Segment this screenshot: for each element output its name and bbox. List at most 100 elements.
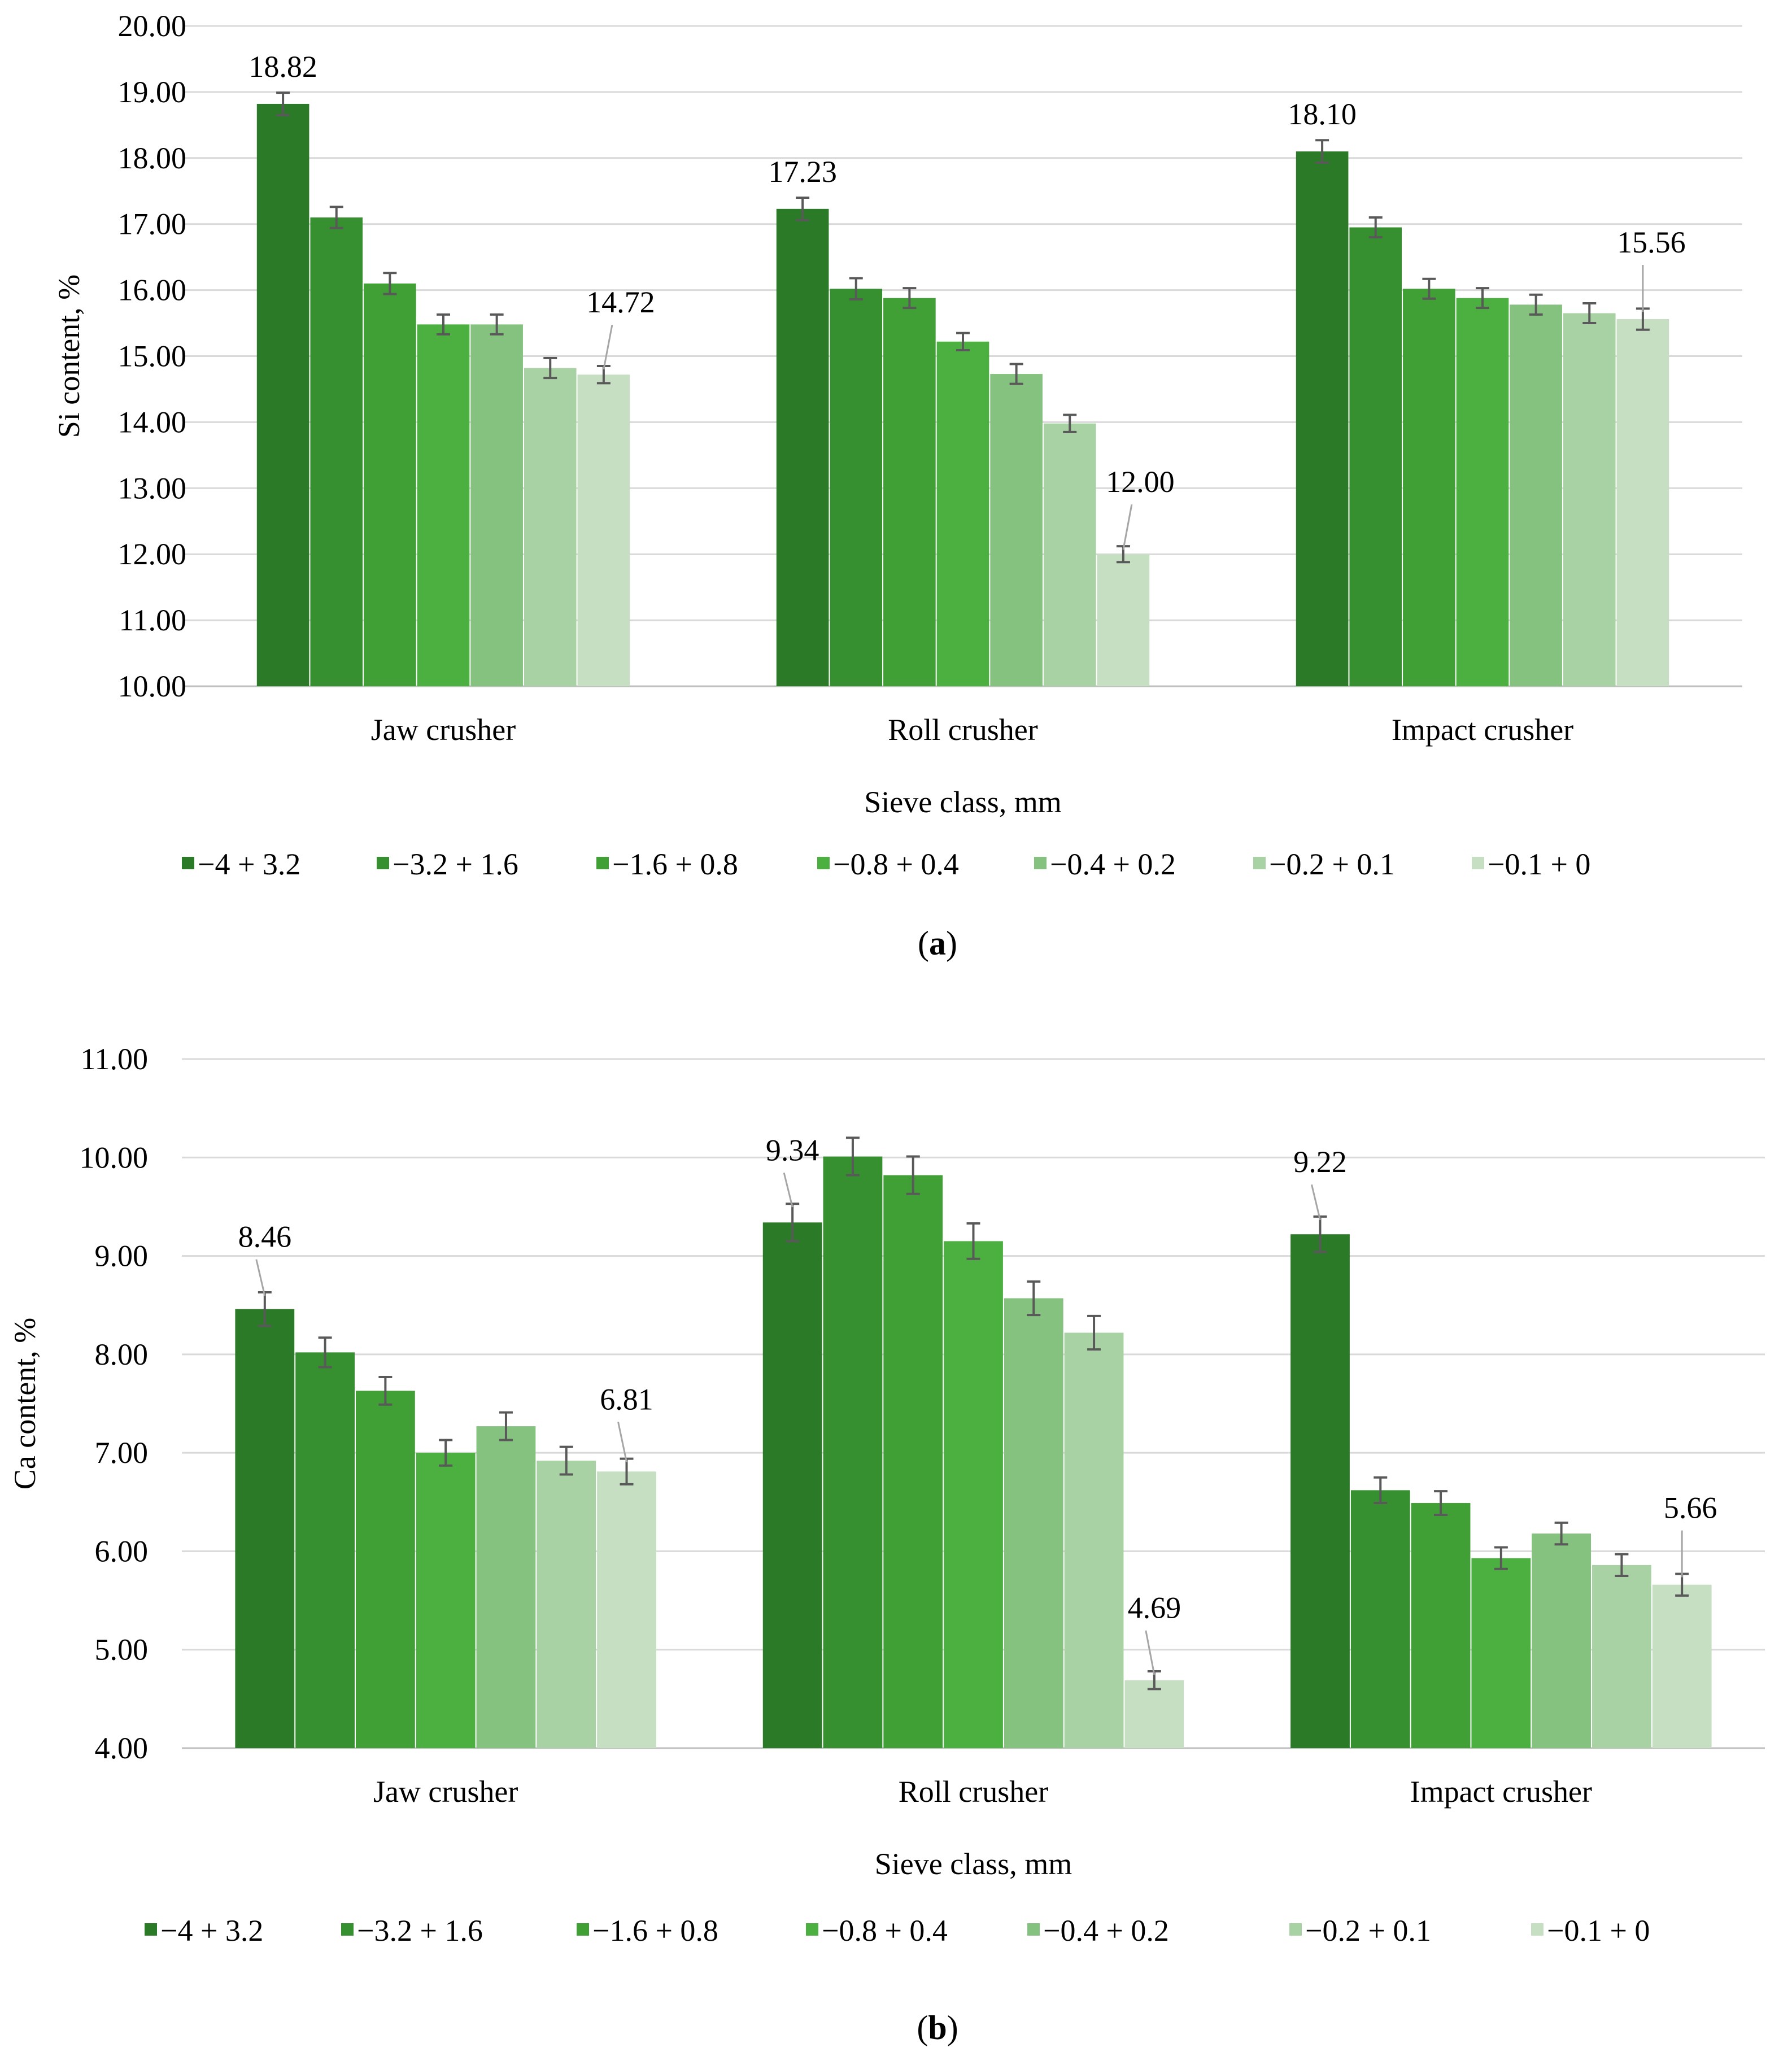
x-category-label: Jaw crusher [371, 713, 516, 747]
y-axis-title: Ca content, % [8, 1318, 42, 1489]
bar-jaw-crusher-series-5 [524, 368, 577, 686]
data-label-leader [1311, 1184, 1321, 1221]
x-axis-title: Sieve class, mm [875, 1847, 1072, 1881]
data-label: 15.56 [1617, 225, 1686, 259]
legend: −4 + 3.2 −3.2 + 1.6 −1.6 + 0.8 −0.8 + 0.4 −0… [182, 847, 1590, 881]
bar-roll-crusher-series-0 [762, 1222, 822, 1748]
legend-swatch [377, 857, 389, 869]
bar-impact-crusher-series-0 [1290, 1234, 1350, 1748]
y-tick-label: 18.00 [118, 141, 187, 175]
y-tick-label: 13.00 [118, 471, 187, 505]
bar-impact-crusher-series-1 [1349, 227, 1402, 686]
legend-label: −0.4 + 0.2 [1050, 847, 1176, 881]
legend-swatch [817, 857, 830, 869]
y-tick-label: 15.00 [118, 339, 187, 373]
panel-label: (a) [918, 925, 957, 962]
bar-impact-crusher-series-5 [1592, 1565, 1651, 1748]
data-label-leader [1145, 1630, 1156, 1675]
legend-swatch [806, 1923, 818, 1936]
bar-impact-crusher-series-2 [1411, 1503, 1471, 1748]
bar-impact-crusher-series-3 [1471, 1558, 1531, 1748]
y-tick-label: 17.00 [118, 207, 187, 241]
x-category-label: Jaw crusher [373, 1775, 518, 1809]
data-label: 9.34 [766, 1133, 819, 1167]
data-label-leader [603, 324, 613, 370]
legend-swatch [1034, 857, 1047, 869]
bar-roll-crusher-series-1 [830, 289, 883, 687]
bar-roll-crusher-series-5 [1043, 423, 1096, 686]
legend-label: −3.2 + 1.6 [357, 1914, 483, 1948]
legend-label: −0.8 + 0.4 [822, 1914, 948, 1948]
bar-jaw-crusher-series-4 [470, 324, 523, 686]
data-label: 17.23 [768, 155, 837, 189]
x-axis-title: Sieve class, mm [864, 785, 1061, 819]
y-tick-label: 19.00 [118, 75, 187, 109]
y-tick-label: 8.00 [95, 1338, 149, 1371]
legend-label: −0.1 + 0 [1547, 1914, 1650, 1948]
bar-impact-crusher-series-3 [1456, 298, 1509, 686]
bar-jaw-crusher-series-0 [235, 1309, 295, 1748]
bar-roll-crusher-series-2 [883, 1175, 943, 1748]
legend-swatch [1472, 857, 1484, 869]
bar-roll-crusher-series-4 [990, 374, 1043, 686]
data-label: 9.22 [1293, 1145, 1347, 1179]
legend-label: −1.6 + 0.8 [612, 847, 738, 881]
bar-roll-crusher-series-1 [823, 1156, 883, 1748]
bar-roll-crusher-series-3 [936, 341, 989, 686]
data-label: 6.81 [600, 1382, 653, 1416]
bar-impact-crusher-series-4 [1510, 304, 1562, 686]
bar-roll-crusher-series-0 [776, 208, 829, 686]
bar-impact-crusher-series-0 [1296, 151, 1349, 686]
legend-swatch [1253, 857, 1266, 869]
legend-label: −0.2 + 0.1 [1269, 847, 1395, 881]
legend-label: −1.6 + 0.8 [592, 1914, 718, 1948]
bar-roll-crusher-series-4 [1004, 1298, 1063, 1748]
bar-roll-crusher-series-6 [1097, 554, 1150, 686]
bar-jaw-crusher-series-6 [577, 374, 630, 686]
y-tick-label: 20.00 [118, 9, 187, 43]
data-label-leader [617, 1421, 627, 1462]
y-tick-label: 10.00 [80, 1140, 149, 1174]
data-label: 8.46 [238, 1220, 292, 1254]
bar-impact-crusher-series-4 [1532, 1533, 1592, 1748]
panel-letter: b [928, 2009, 947, 2046]
legend: −4 + 3.2 −3.2 + 1.6 −1.6 + 0.8 −0.8 + 0.4 −0… [145, 1914, 1650, 1948]
legend-swatch [341, 1923, 354, 1936]
y-tick-label: 16.00 [118, 273, 187, 307]
legend-label: −4 + 3.2 [160, 1914, 263, 1948]
x-category-label: Roll crusher [888, 713, 1037, 747]
y-tick-label: 7.00 [95, 1436, 149, 1470]
legend-label: −0.8 + 0.4 [833, 847, 959, 881]
bar-impact-crusher-series-6 [1616, 319, 1669, 686]
legend-swatch [1289, 1923, 1302, 1936]
bar-impact-crusher-series-6 [1652, 1584, 1712, 1748]
y-tick-label: 9.00 [95, 1239, 149, 1273]
y-tick-label: 11.00 [81, 1042, 149, 1076]
y-axis-title: Si content, % [52, 275, 86, 438]
y-tick-label: 12.00 [118, 537, 187, 571]
bar-jaw-crusher-series-4 [476, 1426, 536, 1748]
y-tick-label: 4.00 [95, 1731, 149, 1765]
bar-roll-crusher-series-6 [1124, 1680, 1184, 1748]
bar-roll-crusher-series-2 [883, 298, 936, 686]
x-category-label: Impact crusher [1410, 1775, 1592, 1809]
legend-swatch [182, 857, 194, 869]
x-category-label: Roll crusher [899, 1775, 1048, 1809]
legend-swatch [145, 1923, 157, 1936]
chart-panel-a: 10.00 11.00 12.00 13.00 14.00 15.00 16.00 17.00… [52, 9, 1742, 962]
y-tick-label: 14.00 [118, 405, 187, 439]
y-tick-label: 11.00 [119, 603, 187, 637]
legend-swatch [1027, 1923, 1040, 1936]
legend-swatch [577, 1923, 589, 1936]
bar-jaw-crusher-series-1 [310, 217, 363, 686]
data-label-leader [783, 1172, 793, 1208]
bar-jaw-crusher-series-3 [416, 1453, 476, 1748]
panel-letter: a [929, 925, 946, 962]
data-label: 4.69 [1128, 1591, 1181, 1625]
data-label-leader [1122, 504, 1133, 550]
data-label: 18.82 [248, 50, 317, 84]
bar-roll-crusher-series-3 [944, 1241, 1003, 1748]
legend-label: −3.2 + 1.6 [393, 847, 518, 881]
chart-panel-b: 4.00 5.00 6.00 7.00 8.00 9.00 10.00 11.00 Ca con… [8, 1042, 1765, 2046]
